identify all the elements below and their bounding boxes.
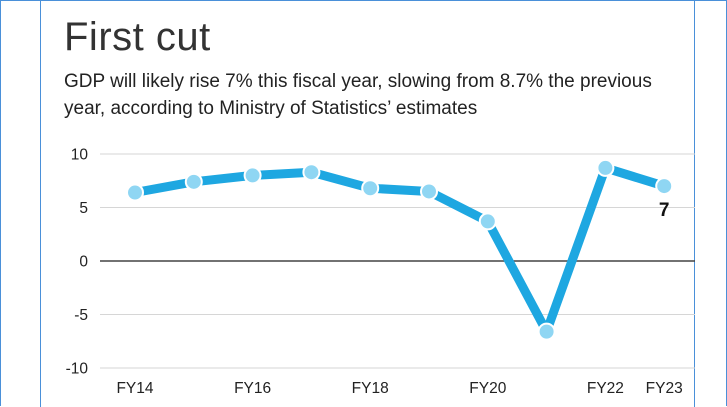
x-tick-label: FY14: [116, 380, 153, 397]
data-point-fy21: [537, 322, 556, 341]
x-axis-labels: FY14 FY16 FY18 FY20 FY22 FY23: [116, 380, 682, 397]
data-point-fy16: [243, 166, 262, 185]
data-point-fy19: [420, 182, 438, 201]
x-tick-label: FY16: [234, 380, 271, 397]
annotations: 7: [659, 200, 670, 221]
data-point-fy14: [126, 183, 144, 202]
data-point-fy22: [596, 158, 615, 177]
x-tick-label: FY23: [646, 380, 683, 397]
data-point-fy23: [655, 177, 674, 196]
chart-title: First cut: [64, 15, 211, 59]
data-point-fy15: [184, 172, 203, 191]
y-tick-label: 0: [79, 254, 88, 271]
series-line: [130, 163, 669, 337]
end-value-label: 7: [659, 200, 670, 221]
y-tick-label: 5: [79, 200, 88, 217]
gdp-growth-line: [130, 163, 669, 337]
y-tick-label: -10: [66, 361, 89, 378]
x-tick-label: FY18: [352, 380, 389, 397]
y-axis-labels: 10 5 0 -5 -10: [66, 147, 89, 378]
chart-subtitle: GDP will likely rise 7% this fiscal year…: [64, 71, 652, 119]
data-point-fy18: [361, 179, 380, 198]
y-tick-label: 10: [71, 147, 89, 164]
chart-panel: [40, 0, 695, 407]
data-points: [126, 158, 674, 341]
x-tick-label: FY22: [587, 380, 624, 397]
y-tick-label: -5: [74, 307, 88, 324]
data-point-fy20: [478, 212, 497, 231]
data-point-fy17: [302, 163, 321, 182]
x-tick-label: FY20: [469, 380, 506, 397]
